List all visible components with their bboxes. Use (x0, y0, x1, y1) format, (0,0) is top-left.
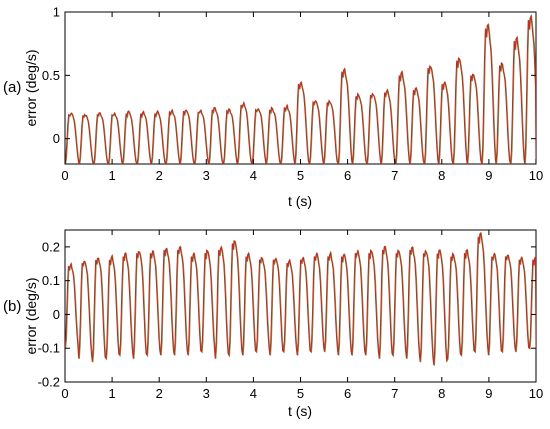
x-tick-label: 4 (250, 168, 257, 183)
x-tick-label: 3 (203, 386, 210, 401)
x-tick-label: 10 (529, 386, 543, 401)
panel-a-x-axis-label: t (s) (288, 193, 312, 209)
x-tick-label: 3 (203, 168, 210, 183)
y-tick-label: 0 (53, 131, 60, 146)
x-tick-label: 10 (529, 168, 543, 183)
panel-b-x-axis-label: t (s) (288, 403, 312, 419)
y-tick-label: 0.5 (42, 68, 60, 83)
y-tick-label: 0.2 (42, 239, 60, 254)
x-tick-label: 2 (156, 386, 163, 401)
series-line (65, 231, 536, 366)
panel-b-label: (b) (3, 298, 21, 315)
y-tick-label: 0.1 (42, 273, 60, 288)
panel-b-chart: 0 1 2 3 4 5 6 7 8 9 10 -0.2 -0.1 0 0.1 0.2 t (s) error… (3, 229, 543, 419)
panel-a-label: (a) (3, 79, 21, 96)
x-tick-label: 0 (61, 168, 68, 183)
x-tick-label: 7 (391, 386, 398, 401)
x-tick-label: 6 (344, 168, 351, 183)
x-tick-label: 5 (297, 386, 304, 401)
panel-a-chart: 0 1 2 3 4 5 6 7 8 9 10 00.51 t (s) error (deg/s) (… (3, 5, 543, 210)
x-tick-label: 4 (250, 386, 257, 401)
x-tick-label: 2 (156, 168, 163, 183)
x-tick-label: 9 (485, 168, 492, 183)
x-tick-label: 8 (438, 386, 445, 401)
panel-b-series-group (65, 231, 536, 366)
panel-b-x-ticks: 0 1 2 3 4 5 6 7 8 9 10 (61, 230, 543, 401)
panel-b-y-axis-label: error (deg/s) (23, 277, 39, 354)
y-tick-label: 0 (53, 307, 60, 322)
y-tick-label: 1 (53, 5, 60, 20)
x-tick-label: 8 (438, 168, 445, 183)
x-tick-label: 9 (485, 386, 492, 401)
y-tick-label: -0.1 (38, 341, 60, 356)
y-tick-label: -0.2 (38, 375, 60, 390)
panel-a-y-ticks: 00.51 (42, 5, 536, 146)
panel-b-y-ticks: -0.2 -0.1 0 0.1 0.2 (38, 239, 536, 390)
panel-a-x-ticks: 0 1 2 3 4 5 6 7 8 9 10 (61, 12, 543, 183)
panel-a-y-axis-label: error (deg/s) (23, 49, 39, 126)
panel-a-series-group (65, 13, 536, 164)
series-line (65, 13, 536, 164)
x-tick-label: 1 (108, 386, 115, 401)
x-tick-label: 6 (344, 386, 351, 401)
x-tick-label: 5 (297, 168, 304, 183)
x-tick-label: 1 (108, 168, 115, 183)
x-tick-label: 0 (61, 386, 68, 401)
x-tick-label: 7 (391, 168, 398, 183)
